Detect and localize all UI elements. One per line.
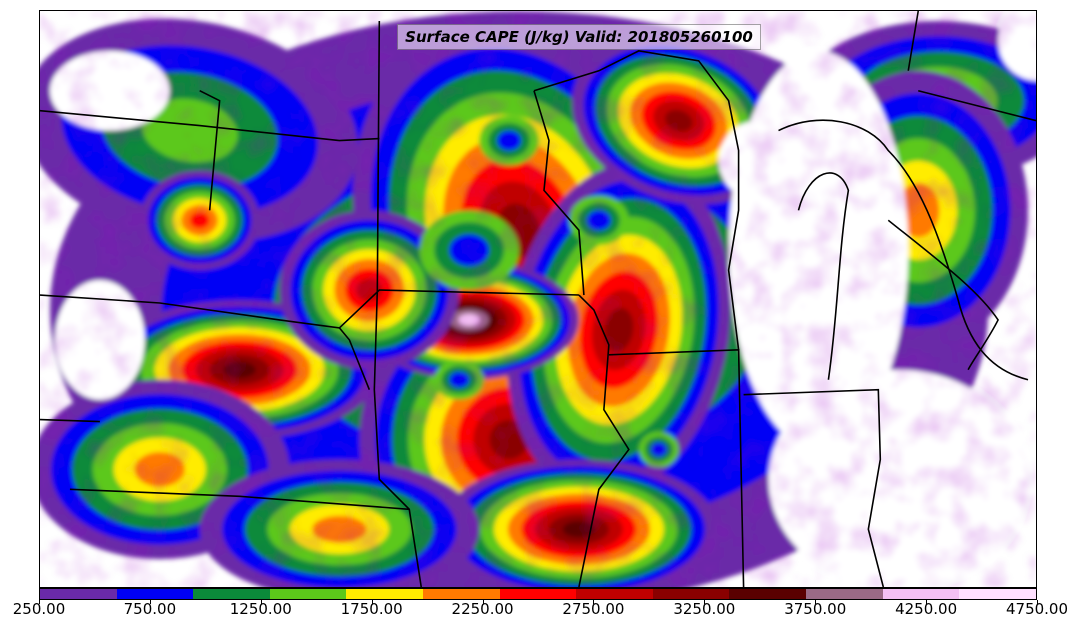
state-border [743,388,885,587]
colorbar-segment [882,589,960,599]
colorbar-segment [193,589,270,599]
colorbar-tick-label: 1250.00 [229,600,292,618]
state-border [69,488,410,511]
colorbar-segment [116,589,194,599]
colorbar-tick [704,600,706,604]
colorbar-tick-label: 2250.00 [451,600,514,618]
state-border [797,172,850,380]
colorbar-segment [652,589,730,599]
colorbar-segment [576,589,653,599]
colorbar-tick-label: 1750.00 [340,600,403,618]
colorbar-tick-label: 3250.00 [673,600,736,618]
state-border [578,294,630,587]
colorbar-tick [260,600,262,604]
colorbar-tick-label: 3750.00 [784,600,847,618]
state-borders [40,11,1036,587]
colorbar-tick [482,600,484,604]
colorbar-segment [40,589,117,599]
state-border [338,327,371,390]
state-border [533,90,585,296]
colorbar-tick [371,600,373,604]
cape-field [40,11,1036,587]
field-texture [40,11,1036,587]
colorbar-tick [815,600,817,604]
state-border [40,418,100,423]
cape-contours [40,11,1036,587]
colorbar-segment [959,589,1036,599]
state-border [373,20,423,587]
colorbar-segment [729,589,807,599]
state-border [887,219,999,371]
colorbar-tick-label: 250.00 [12,600,66,618]
colorbar-tick-label: 2750.00 [562,600,625,618]
cape-map: Surface CAPE (J/kg) Valid: 201805260100 [39,10,1037,588]
colorbar-ticks [39,600,1038,612]
state-border [533,50,740,350]
colorbar-segment [346,589,424,599]
colorbar-tick [149,600,151,604]
colorbar-tick [1037,600,1038,604]
state-border [778,119,1029,381]
colorbar-segment [269,589,347,599]
colorbar-segment [423,589,500,599]
colorbar-tick [926,600,928,604]
colorbar-tick-label: 750.00 [123,600,177,618]
colorbar-tick-label: 4750.00 [1005,600,1069,618]
map-title: Surface CAPE (J/kg) Valid: 201805260100 [397,24,761,50]
colorbar [39,588,1037,600]
colorbar-segment [499,589,577,599]
state-border [199,90,221,211]
state-border [918,89,1036,122]
colorbar-tick [39,600,40,604]
colorbar-segment [806,589,883,599]
state-border [40,109,380,142]
state-border [40,289,579,329]
colorbar-tick [593,600,595,604]
colorbar-tick-label: 4250.00 [895,600,958,618]
state-border [907,11,920,71]
